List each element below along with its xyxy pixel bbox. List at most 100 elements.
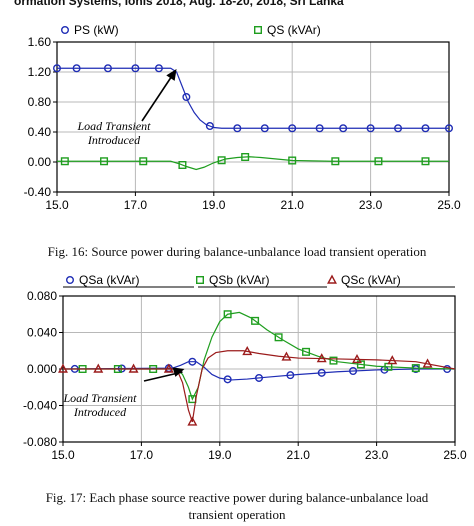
page-header: ormation Systems, Iohis 2018, Aug. 18-20…: [14, 0, 344, 8]
fig16-series-1-marker: [421, 124, 430, 133]
fig16-annotation-line2: Introduced: [87, 133, 141, 147]
fig16-ytick-label: -0.40: [24, 185, 52, 199]
fig17-xtick-label: 19.0: [208, 448, 232, 462]
fig16-series-1-marker: [394, 124, 403, 133]
fig16-series-2-marker: [241, 152, 250, 161]
fig17-series-line-2: [63, 311, 456, 401]
fig16-legend-marker-2: [253, 25, 262, 34]
fig16-series-1-marker: [72, 64, 81, 73]
fig17-ytick-label: 0.000: [27, 362, 57, 376]
fig16-xtick-label: 25.0: [437, 198, 461, 212]
fig17-ytick-label: 0.080: [27, 289, 57, 303]
fig16-annotation-arrow-shaft: [141, 71, 176, 122]
fig17-series-1-marker: [254, 373, 263, 382]
fig16-ytick-label: 0.00: [28, 155, 52, 169]
fig16-legend-label-2: QS (kVAr): [267, 23, 321, 37]
fig17-series-1-marker: [349, 367, 358, 376]
fig17-annotation-line1: Load Transient: [62, 391, 137, 405]
fig16-series-1-marker: [366, 124, 375, 133]
fig16-xtick-label: 15.0: [45, 198, 69, 212]
fig17-series-2-marker: [274, 333, 283, 342]
fig17-series-1-marker: [188, 357, 197, 366]
fig16-xtick-label: 23.0: [359, 198, 383, 212]
fig16-xtick-label: 17.0: [124, 198, 148, 212]
fig16-legend-label-1: PS (kW): [74, 23, 119, 37]
fig17-series-3-marker: [422, 358, 433, 368]
fig16-series-1-marker: [288, 124, 297, 133]
fig16-series-line-2: [57, 156, 449, 171]
fig16-ytick-label: 1.20: [28, 65, 52, 79]
fig17-xtick-label: 17.0: [130, 448, 154, 462]
fig17-xtick-label: 21.0: [287, 448, 311, 462]
fig17-caption-line2: transient operation: [188, 507, 286, 522]
fig17-ytick-label: -0.080: [23, 435, 57, 449]
fig16-series-1-marker: [205, 121, 214, 130]
fig16-series-2-marker: [288, 156, 297, 165]
fig17-series-3-marker: [163, 363, 174, 373]
fig17-series-3-marker: [187, 416, 198, 426]
fig17-series-2-marker: [251, 316, 260, 325]
fig16-series-2-marker: [139, 157, 148, 166]
fig17-legend-marker-3: [327, 274, 337, 284]
fig17-series-1-marker: [223, 375, 232, 384]
fig16-series-1-marker: [154, 64, 163, 73]
fig16-series-2-marker: [374, 157, 383, 166]
fig17-ytick-label: 0.040: [27, 326, 57, 340]
fig17-series-3-marker: [128, 363, 139, 373]
fig16-ytick-label: 0.80: [28, 95, 52, 109]
fig16-annotation-arrow-head: [166, 69, 177, 81]
fig16-series-2-marker: [331, 157, 340, 166]
fig17-series-2-marker: [302, 347, 311, 356]
fig16-series-1-marker: [131, 64, 140, 73]
fig16-series-1-marker: [260, 124, 269, 133]
fig17-series-3-marker: [242, 345, 253, 356]
fig16-series-2-marker: [217, 156, 226, 165]
fig16-legend-marker-1: [61, 25, 70, 34]
fig17-xtick-label: 25.0: [443, 448, 467, 462]
fig17-caption-line1: Fig. 17: Each phase source reactive powe…: [45, 490, 429, 505]
fig17-xtick-label: 15.0: [51, 448, 75, 462]
fig16-xtick-label: 21.0: [281, 198, 305, 212]
fig17-legend-marker-1: [65, 275, 74, 284]
fig16-series-line-1: [57, 67, 449, 129]
fig16-ytick-label: 0.40: [28, 125, 52, 139]
fig17-series-line-3: [63, 350, 456, 423]
fig16-caption: Fig. 16: Source power during balance-unb…: [47, 244, 427, 259]
fig17-series-2-marker: [411, 364, 420, 373]
fig16-series-1-marker: [315, 124, 324, 133]
fig16-series-2-marker: [421, 157, 430, 166]
fig17-annotation-line2: Introduced: [73, 405, 127, 419]
fig17-series-1-marker: [286, 371, 295, 380]
fig17-series-3-marker: [316, 353, 327, 363]
fig17-series-2-marker: [223, 310, 232, 319]
fig17-series-2-marker: [329, 356, 338, 365]
fig16-xtick-label: 19.0: [202, 198, 226, 212]
fig16-series-2-marker: [100, 157, 109, 166]
fig17-legend-label-3: QSc (kVAr): [341, 273, 401, 287]
fig17-ytick-label: -0.040: [23, 399, 57, 413]
fig16-series-1-marker: [339, 124, 348, 133]
fig16-plot-frame: [56, 41, 450, 193]
fig17-series-3-marker: [387, 355, 398, 365]
fig17-legend-label-2: QSb (kVAr): [209, 273, 269, 287]
fig17-series-1-marker: [317, 368, 326, 377]
fig17-legend-label-1: QSa (kVAr): [79, 273, 139, 287]
fig17-legend-marker-2: [195, 275, 204, 284]
fig16-series-1-marker: [103, 64, 112, 73]
fig16-ytick-label: 1.60: [28, 35, 52, 49]
fig16-series-1-marker: [53, 64, 62, 73]
fig17-xtick-label: 23.0: [365, 448, 389, 462]
fig17-series-2-marker: [356, 360, 365, 369]
fig16-annotation-line1: Load Transient: [76, 119, 151, 133]
fig16-series-2-marker: [178, 160, 187, 169]
fig16-series-1-marker: [233, 124, 242, 133]
fig17-series-3-marker: [93, 363, 104, 373]
fig16-series-1-marker: [182, 92, 191, 101]
fig17-series-3-marker: [281, 351, 292, 361]
fig17-series-3-marker: [58, 363, 68, 373]
fig17-annotation-arrow-head: [172, 367, 185, 377]
fig16-series-1-marker: [445, 124, 454, 133]
fig16-series-2-marker: [60, 157, 69, 166]
